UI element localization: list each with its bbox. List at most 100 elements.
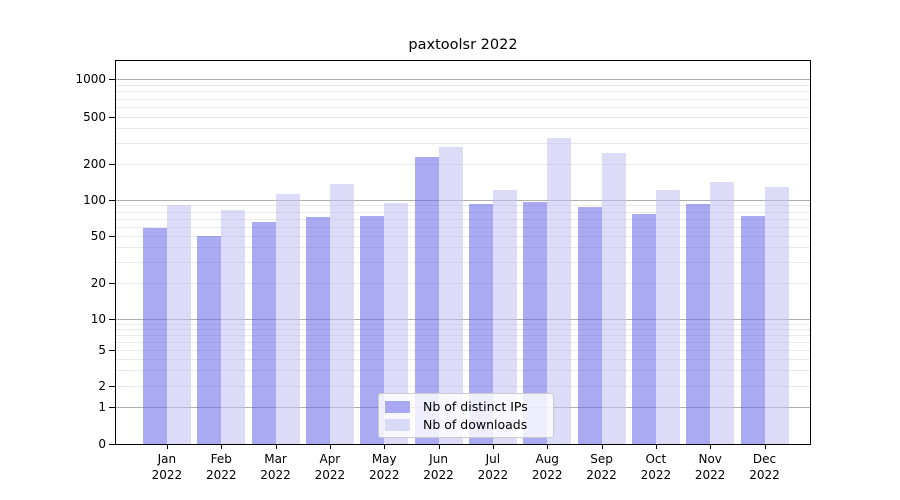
x-tick-mark-jun: [438, 444, 440, 449]
x-tick-label-month-sep: Sep: [590, 452, 613, 466]
legend-swatch-distinct-ips: [385, 401, 410, 413]
y-tick-mark-100: [109, 200, 115, 202]
y-tick-label-2: 2: [98, 379, 106, 393]
x-tick-label-year-oct: 2022: [640, 468, 672, 482]
legend-item-downloads: Nb of downloads: [385, 418, 545, 432]
x-tick-mark-feb: [221, 444, 223, 449]
bar-distinct-ips-jan: [142, 228, 167, 444]
y-tick-label-500: 500: [83, 110, 106, 124]
gridline-minor-400: [116, 128, 810, 130]
bar-distinct-ips-nov: [686, 204, 711, 444]
legend: Nb of distinct IPs Nb of downloads: [378, 393, 554, 438]
x-tick-label-year-jan: 2022: [151, 468, 183, 482]
plot-area: [115, 60, 811, 445]
y-tick-label-20: 20: [90, 276, 106, 290]
y-tick-mark-10: [109, 319, 115, 321]
x-tick-label-month-oct: Oct: [645, 452, 667, 466]
y-tick-label-1000: 1000: [75, 72, 106, 86]
x-tick-label-month-aug: Aug: [535, 452, 559, 466]
gridline-minor-7: [116, 334, 810, 336]
x-tick-label-month-dec: Dec: [752, 452, 777, 466]
x-tick-mark-dec: [764, 444, 766, 449]
gridline-major-1000: [116, 79, 810, 80]
x-tick-label-year-apr: 2022: [314, 468, 346, 482]
gridline-minor-800: [116, 91, 810, 93]
y-tick-label-5: 5: [98, 343, 106, 357]
x-tick-label-month-jun: Jun: [429, 452, 448, 466]
x-tick-label-year-dec: 2022: [749, 468, 780, 482]
bar-downloads-aug: [547, 137, 572, 444]
x-tick-label-month-mar: Mar: [264, 452, 287, 466]
y-tick-label-200: 200: [83, 157, 106, 171]
x-tick-label-year-jun: 2022: [423, 468, 454, 482]
x-tick-label-month-feb: Feb: [210, 452, 232, 466]
bar-downloads-feb: [221, 210, 246, 444]
x-tick-label-month-may: May: [371, 452, 397, 466]
bar-distinct-ips-mar: [251, 221, 276, 444]
gridline-minor-20: [116, 283, 810, 284]
gridline-minor-3: [116, 370, 810, 372]
x-tick-label-year-may: 2022: [368, 468, 400, 482]
gridline-minor-90: [116, 205, 810, 207]
y-tick-label-100: 100: [83, 193, 106, 207]
gridline-minor-8: [116, 328, 810, 330]
chart-title: paxtoolsr 2022: [408, 37, 518, 53]
gridline-minor-70: [116, 218, 810, 220]
gridline-minor-200: [116, 164, 810, 165]
x-tick-label-year-aug: 2022: [531, 468, 563, 482]
gridline-minor-2: [116, 386, 810, 387]
legend-label-downloads: Nb of downloads: [423, 417, 528, 432]
bar-downloads-jan: [166, 204, 191, 444]
x-tick-mark-aug: [547, 444, 549, 449]
x-tick-label-year-jul: 2022: [477, 468, 509, 482]
x-tick-label-year-nov: 2022: [694, 468, 726, 482]
y-tick-label-10: 10: [90, 312, 106, 326]
bar-downloads-oct: [655, 190, 680, 444]
y-tick-mark-1: [109, 407, 115, 409]
x-tick-label-year-sep: 2022: [586, 468, 617, 482]
x-tick-label-month-jul: Jul: [485, 452, 501, 466]
y-tick-label-1: 1: [98, 400, 106, 414]
bar-downloads-sep: [601, 152, 626, 444]
y-tick-mark-500: [109, 117, 115, 119]
bar-distinct-ips-oct: [631, 213, 656, 444]
gridline-minor-4: [116, 358, 810, 360]
gridline-major-100: [116, 200, 810, 201]
legend-swatch-downloads: [385, 419, 410, 431]
bar-downloads-mar: [275, 193, 300, 444]
x-tick-mark-sep: [601, 444, 603, 449]
x-tick-label-month-nov: Nov: [698, 452, 722, 466]
x-tick-label-month-apr: Apr: [319, 452, 341, 466]
y-tick-label-50: 50: [90, 229, 106, 243]
legend-label-distinct-ips: Nb of distinct IPs: [423, 399, 528, 414]
x-tick-label-year-mar: 2022: [260, 468, 291, 482]
gridline-minor-300: [116, 143, 810, 145]
gridline-minor-60: [116, 226, 810, 228]
gridline-minor-80: [116, 211, 810, 213]
x-tick-label-month-jan: Jan: [157, 452, 177, 466]
bar-distinct-ips-feb: [197, 236, 222, 444]
x-tick-mark-jan: [166, 444, 169, 449]
x-tick-label-year-feb: 2022: [205, 468, 237, 482]
x-tick-mark-apr: [329, 444, 332, 449]
y-tick-mark-200: [109, 164, 115, 166]
gridline-minor-40: [116, 247, 810, 249]
bar-distinct-ips-dec: [740, 216, 765, 444]
gridline-minor-6: [116, 341, 810, 343]
y-tick-mark-2: [109, 386, 115, 388]
gridline-minor-30: [116, 262, 810, 264]
bar-downloads-nov: [710, 182, 735, 444]
bar-distinct-ips-apr: [305, 217, 330, 444]
gridline-minor-9: [116, 323, 810, 325]
bar-downloads-dec: [764, 186, 789, 444]
gridline-minor-600: [116, 107, 810, 108]
bar-downloads-apr: [329, 184, 354, 444]
y-tick-mark-20: [109, 283, 115, 285]
x-tick-mark-jul: [492, 444, 495, 449]
y-tick-mark-1000: [109, 79, 115, 81]
gridline-minor-500: [116, 117, 810, 118]
gridline-minor-700: [116, 98, 810, 100]
x-tick-mark-may: [384, 444, 386, 449]
bar-distinct-ips-sep: [577, 206, 602, 444]
